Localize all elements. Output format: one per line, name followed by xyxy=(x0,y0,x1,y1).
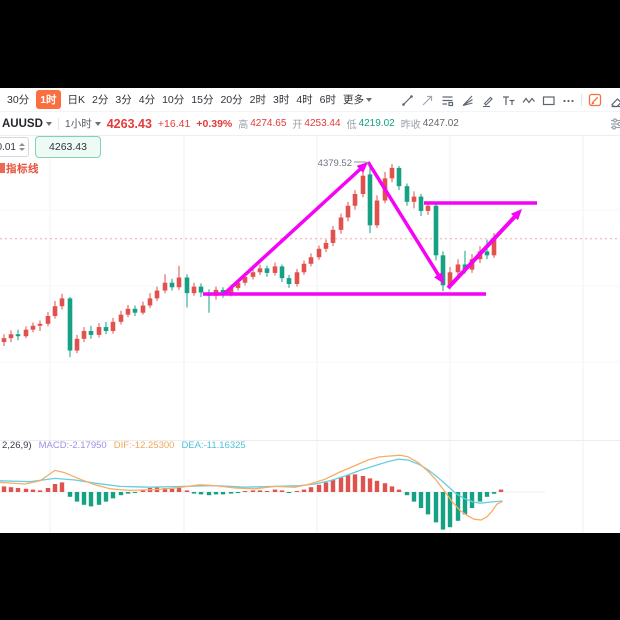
interval-label: 1小时 xyxy=(64,118,92,130)
timeframe-3h[interactable]: 3时 xyxy=(272,94,290,106)
tick-size-value: 0.01 xyxy=(0,141,16,153)
text-icon[interactable] xyxy=(500,93,516,108)
arrow-icon[interactable] xyxy=(420,93,435,108)
high-value: 4274.65 xyxy=(250,118,287,129)
macd-value: MACD:-2.17950 xyxy=(38,440,107,451)
timeframe-4h[interactable]: 4时 xyxy=(296,94,313,106)
timeframe-more-menu[interactable]: 更多 xyxy=(343,92,373,107)
timeframe-2m[interactable]: 2分 xyxy=(92,94,109,106)
timeframe-10m[interactable]: 10分 xyxy=(162,94,185,106)
prev-close-value: 4247.02 xyxy=(422,118,459,129)
more-icon[interactable] xyxy=(561,93,576,108)
price-change: +16.41 xyxy=(157,117,191,130)
timeframe-15m[interactable]: 15分 xyxy=(191,94,214,106)
tick-size-stepper[interactable]: 0.01 xyxy=(0,137,29,157)
more-label: 更多 xyxy=(343,94,365,106)
symbol-selector[interactable]: AUUSD xyxy=(2,118,52,130)
macd-legend: 2,26,9) MACD:-2.17950 DIF:-12.25300 DEA:… xyxy=(2,440,246,451)
trading-app-window: 30分 1时 日K 2分 3分 4分 10分 15分 20分 2时 3时 4时 … xyxy=(0,88,620,533)
dea-value: DEA:-11.16325 xyxy=(181,440,246,451)
chevron-down-icon xyxy=(45,121,52,126)
chart-settings-icon[interactable] xyxy=(609,116,620,135)
timeframe-1h-active[interactable]: 1时 xyxy=(36,90,61,109)
step-up-icon[interactable] xyxy=(19,143,25,146)
timeframe-4m[interactable]: 4分 xyxy=(138,94,156,106)
marker-icon[interactable] xyxy=(480,93,495,108)
open-value: 4253.44 xyxy=(304,118,341,129)
rectangle-icon[interactable] xyxy=(541,93,556,108)
timeframe-20m[interactable]: 20分 xyxy=(220,94,243,106)
wave-icon[interactable] xyxy=(521,93,536,108)
chevron-down-icon xyxy=(94,121,101,126)
indicator-icon[interactable] xyxy=(440,93,455,108)
toolbar-divider xyxy=(581,94,582,106)
trend-line-icon[interactable] xyxy=(400,93,415,108)
timeframe-3m[interactable]: 3分 xyxy=(115,94,132,106)
timeframe-toolbar: 30分 1时 日K 2分 3分 4分 10分 15分 20分 2时 3时 4时 … xyxy=(0,88,620,112)
stepper-arrows[interactable] xyxy=(19,143,25,151)
gann-fan-icon[interactable] xyxy=(460,93,475,108)
open-label: 开 xyxy=(292,120,303,131)
prev-close-label: 昨收 xyxy=(400,120,421,131)
drawing-tools xyxy=(400,88,620,112)
indicator-tag[interactable]: 指标线 xyxy=(0,161,39,176)
last-price: 4263.43 xyxy=(106,116,152,131)
step-down-icon[interactable] xyxy=(19,148,25,151)
svg-text:4379.52: 4379.52 xyxy=(318,158,352,169)
macd-params: 2,26,9) xyxy=(2,440,32,451)
dif-value: DIF:-12.25300 xyxy=(113,440,175,451)
timeframe-2h[interactable]: 2时 xyxy=(249,94,266,106)
interval-selector[interactable]: 1小时 xyxy=(65,116,101,131)
price-change-pct: +0.39% xyxy=(196,117,233,130)
symbol-label: AUUSD xyxy=(2,117,43,130)
low-value: 4219.02 xyxy=(358,118,395,129)
eraser-icon[interactable] xyxy=(608,93,620,108)
timeframe-6h[interactable]: 6时 xyxy=(319,94,337,106)
timeframe-daily[interactable]: 日K xyxy=(67,94,86,106)
timeframe-30m[interactable]: 30分 xyxy=(7,94,30,106)
high-label: 高 xyxy=(238,120,249,131)
low-label: 低 xyxy=(346,120,357,131)
candlestick-chart[interactable]: 4379.52 xyxy=(0,136,620,533)
chevron-down-icon xyxy=(366,97,373,102)
current-price-box: 4263.43 xyxy=(35,136,101,158)
note-edit-icon[interactable] xyxy=(587,92,603,108)
quote-strip: AUUSD 1小时 4263.43 +16.41 +0.39% 高 4274.6… xyxy=(0,112,620,136)
divider xyxy=(57,117,59,130)
